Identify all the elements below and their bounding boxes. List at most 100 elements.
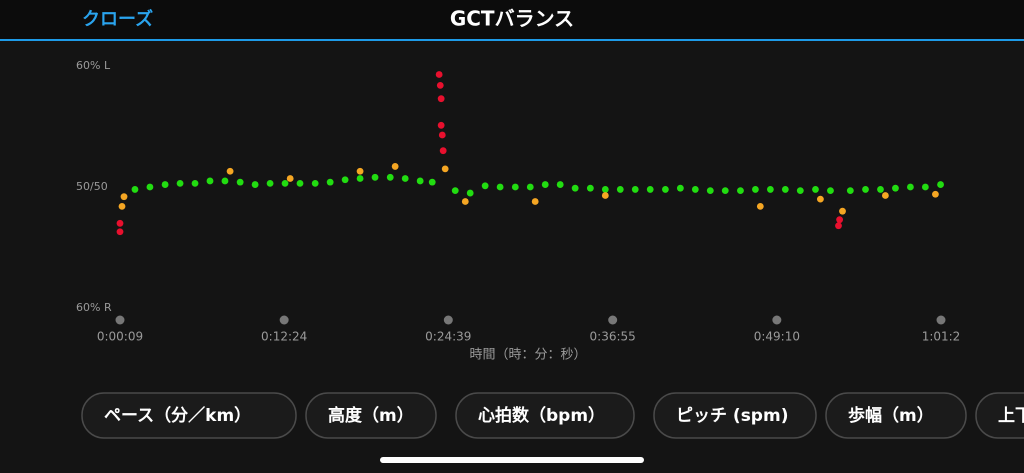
data-point (752, 186, 759, 193)
data-point (631, 186, 639, 193)
data-point (721, 187, 729, 195)
data-point (531, 198, 539, 205)
filter-button[interactable]: 上下 (975, 392, 1024, 439)
data-point (281, 179, 289, 187)
data-point (877, 186, 884, 193)
data-point (676, 184, 684, 192)
data-point (571, 184, 579, 192)
data-point (846, 187, 854, 195)
data-point (451, 187, 459, 195)
data-point (206, 177, 214, 185)
data-point (146, 183, 154, 191)
filter-button[interactable]: 高度（m） (305, 392, 437, 439)
y-tick-label: 60% R (76, 301, 112, 314)
x-tick-label: 0:12:24 (261, 330, 307, 344)
x-tick-dot (115, 315, 125, 325)
data-point (371, 173, 379, 181)
home-indicator (380, 457, 644, 463)
filter-button[interactable]: 心拍数（bpm） (455, 392, 635, 439)
data-point (827, 187, 834, 195)
data-point (835, 222, 842, 230)
x-tick-label: 1:01:2 (922, 330, 961, 344)
data-point (892, 184, 899, 192)
data-point (120, 193, 128, 201)
button-label: 歩幅（m） (848, 405, 934, 426)
data-point (116, 219, 124, 227)
data-point (496, 183, 504, 191)
data-point (326, 178, 334, 186)
data-point (601, 192, 609, 199)
data-point (646, 186, 654, 193)
data-point (439, 147, 447, 155)
button-label: 高度（m） (328, 405, 414, 426)
data-point (526, 183, 534, 191)
data-point (921, 183, 929, 191)
button-shape (653, 392, 817, 439)
data-point (251, 181, 259, 188)
data-point (816, 195, 824, 203)
data-point (435, 71, 443, 78)
data-point (766, 186, 774, 193)
button-shape (81, 392, 297, 439)
data-point (356, 167, 364, 175)
button-label: ペース（分／km） (104, 405, 251, 426)
data-point (161, 181, 169, 188)
x-tick-dot (772, 315, 782, 325)
data-point (131, 186, 139, 193)
close-button[interactable]: クローズ (82, 8, 153, 30)
button-label: 上下 (998, 406, 1024, 426)
data-point (391, 163, 399, 170)
data-point (311, 179, 319, 187)
filter-button[interactable]: ペース（分／km） (81, 392, 297, 439)
data-point (441, 165, 449, 173)
data-point (401, 175, 409, 182)
screen-title: GCTバランス (450, 7, 574, 31)
data-point (556, 181, 564, 188)
x-axis-label: 時間（時：分：秒） (469, 348, 586, 363)
data-point (116, 228, 124, 236)
data-point (586, 184, 594, 192)
button-shape (455, 392, 635, 439)
button-shape (975, 392, 1024, 439)
x-tick-dot (608, 315, 618, 325)
data-point (296, 179, 304, 187)
data-point (756, 202, 764, 210)
data-point (176, 179, 184, 187)
data-point (437, 95, 445, 103)
data-point (661, 186, 669, 193)
x-tick-label: 0:36:55 (590, 330, 636, 344)
data-point (341, 176, 349, 184)
filter-button[interactable]: 歩幅（m） (825, 392, 967, 439)
data-point (286, 175, 294, 182)
data-point (461, 198, 469, 205)
data-point (226, 167, 234, 175)
data-point (862, 186, 869, 193)
header-bar (0, 0, 1024, 40)
button-label: 心拍数（bpm） (478, 405, 605, 426)
data-point (416, 177, 424, 185)
data-point (616, 186, 624, 193)
data-point (438, 131, 446, 139)
data-point (932, 190, 939, 198)
data-point (839, 207, 846, 215)
data-point (907, 183, 914, 191)
data-point (191, 179, 199, 187)
x-tick-dot (279, 315, 289, 325)
x-tick-label: 0:49:10 (754, 330, 800, 344)
button-shape (305, 392, 437, 439)
button-label: ピッチ (spm) (676, 406, 788, 426)
data-point (221, 177, 229, 185)
data-point (356, 175, 364, 182)
button-shape (825, 392, 967, 439)
data-point (937, 181, 944, 188)
x-tick-label: 0:00:09 (97, 330, 143, 344)
x-tick-label: 0:24:39 (425, 330, 471, 344)
data-point (481, 182, 489, 190)
data-point (437, 121, 445, 129)
data-point (706, 187, 714, 195)
y-tick-label: 60% L (76, 59, 111, 72)
filter-button[interactable]: ピッチ (spm) (653, 392, 817, 439)
data-point (236, 178, 244, 186)
y-tick-label: 50/50 (76, 180, 108, 193)
